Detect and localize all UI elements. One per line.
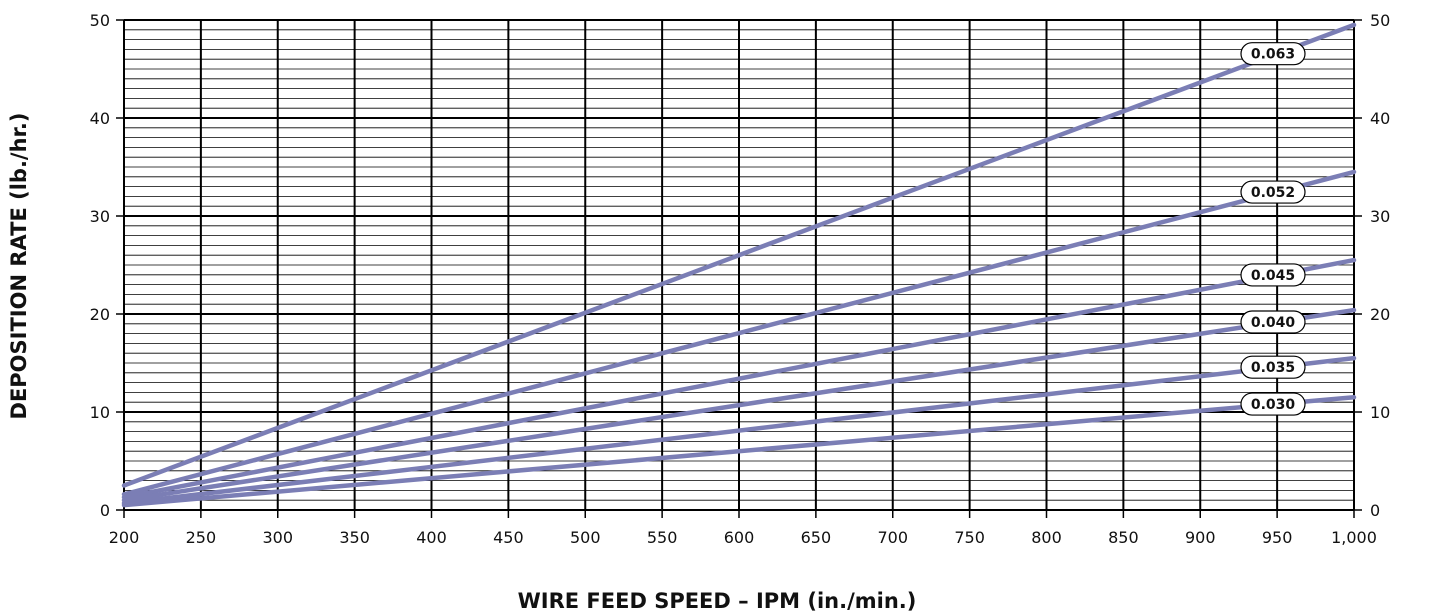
series-label-text: 0.035 xyxy=(1251,360,1295,376)
x-tick-label: 950 xyxy=(1262,528,1293,547)
series-label-0.052: 0.052 xyxy=(1240,180,1306,204)
x-tick-label: 450 xyxy=(493,528,524,547)
series-label-text: 0.030 xyxy=(1251,397,1296,413)
x-tick-label: 500 xyxy=(570,528,601,547)
x-tick-label: 250 xyxy=(186,528,217,547)
x-tick-label: 800 xyxy=(1031,528,1062,547)
x-tick-label: 1,000 xyxy=(1331,528,1377,547)
x-tick-label: 850 xyxy=(1108,528,1139,547)
series-lines xyxy=(121,22,1357,508)
series-label-text: 0.045 xyxy=(1251,268,1295,284)
y-tick-label: 50 xyxy=(90,11,110,30)
right-y-tick-label: 40 xyxy=(1370,109,1390,128)
right-y-tick-label: 50 xyxy=(1370,11,1390,30)
y-tick-label: 20 xyxy=(90,305,110,324)
series-label-text: 0.063 xyxy=(1251,47,1295,63)
x-tick-label: 900 xyxy=(1185,528,1216,547)
series-label-box xyxy=(1240,263,1306,287)
right-y-tick-label: 0 xyxy=(1370,501,1380,520)
right-y-tick-label: 30 xyxy=(1370,207,1390,226)
x-axis-title: WIRE FEED SPEED – IPM (in./min.) xyxy=(518,589,917,613)
series-label-box xyxy=(1240,310,1306,334)
series-label-box xyxy=(1240,42,1306,66)
series-line-0.040 xyxy=(121,307,1357,503)
series-label-0.035: 0.035 xyxy=(1240,355,1306,379)
right-y-tick-label: 20 xyxy=(1370,305,1390,324)
y-tick-label: 30 xyxy=(90,207,110,226)
x-tick-label: 700 xyxy=(877,528,908,547)
series-line-0.052 xyxy=(121,169,1357,497)
series-labels: 0.063 0.052 0.045 0.040 0.035 0.030 xyxy=(1240,42,1306,416)
right-y-tick-label: 10 xyxy=(1370,403,1390,422)
x-tick-label: 350 xyxy=(339,528,370,547)
y-axis-title: DEPOSITION RATE (lb./hr.) xyxy=(7,113,31,420)
series-label-0.045: 0.045 xyxy=(1240,263,1306,287)
series-label-text: 0.052 xyxy=(1251,185,1295,201)
series-line-0.035 xyxy=(121,355,1357,506)
series-label-box xyxy=(1240,180,1306,204)
series-label-0.030: 0.030 xyxy=(1240,392,1306,416)
series-label-box xyxy=(1240,355,1306,379)
axis-ticks: 200 250 300 350 400 450 500 550 600 650 700 750 800 8… xyxy=(90,11,1391,547)
x-tick-label: 650 xyxy=(801,528,832,547)
x-tick-label: 400 xyxy=(416,528,447,547)
x-tick-label: 200 xyxy=(109,528,140,547)
series-line-0.063 xyxy=(121,22,1357,488)
series-label-box xyxy=(1240,392,1306,416)
series-label-text: 0.040 xyxy=(1251,315,1296,331)
y-tick-label: 0 xyxy=(100,501,110,520)
x-tick-label: 600 xyxy=(724,528,755,547)
x-tick-label: 550 xyxy=(647,528,678,547)
series-line-0.045 xyxy=(121,257,1357,500)
series-line-0.030 xyxy=(121,395,1357,508)
x-tick-label: 750 xyxy=(954,528,985,547)
y-tick-label: 10 xyxy=(90,403,110,422)
x-tick-label: 300 xyxy=(262,528,293,547)
series-label-0.063: 0.063 xyxy=(1240,42,1306,66)
grid xyxy=(123,19,1355,511)
series-label-0.040: 0.040 xyxy=(1240,310,1306,334)
y-tick-label: 40 xyxy=(90,109,110,128)
